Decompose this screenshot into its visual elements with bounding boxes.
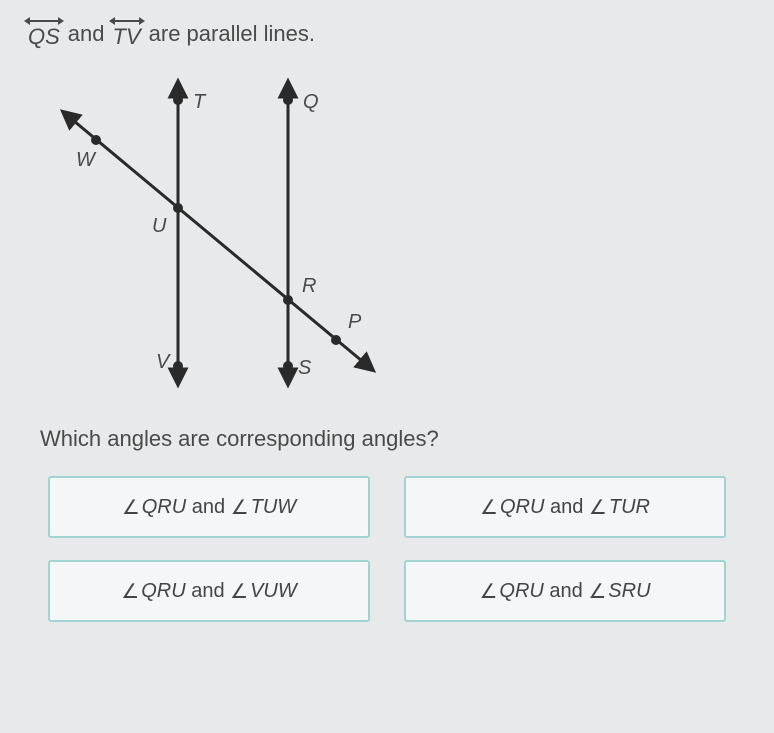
option-3[interactable]: ∠QRU and ∠VUW [48,560,370,622]
option-2[interactable]: ∠QRU and ∠TUR [404,476,726,538]
option-label: QRU [499,580,543,603]
angle-icon: ∠ [479,579,497,604]
prompt-rest: are parallel lines. [149,21,315,47]
prompt-text: QS and TV are parallel lines. [28,18,746,50]
option-label: TUR [609,496,650,519]
option-label: QRU [142,496,186,519]
option-label: QRU [141,580,185,603]
option-label: QRU [500,496,544,519]
line-tv-symbol: TV [113,18,141,50]
question-text: Which angles are corresponding angles? [40,426,746,452]
angle-icon: ∠ [480,495,498,520]
option-label: VUW [250,580,297,603]
svg-text:P: P [348,311,362,333]
answer-options: ∠QRU and ∠TUW ∠QRU and ∠TUR ∠QRU and ∠VU… [28,476,746,622]
svg-text:W: W [76,149,97,171]
prompt-and: and [68,21,105,47]
geometry-diagram: T Q W U R P V S [48,68,408,408]
angle-icon: ∠ [122,495,140,520]
svg-text:Q: Q [303,91,319,113]
angle-icon: ∠ [231,495,249,520]
angle-icon: ∠ [230,579,248,604]
svg-text:R: R [302,275,316,297]
svg-text:T: T [193,91,207,113]
option-4[interactable]: ∠QRU and ∠SRU [404,560,726,622]
option-1[interactable]: ∠QRU and ∠TUW [48,476,370,538]
option-label: SRU [608,580,650,603]
angle-icon: ∠ [121,579,139,604]
svg-text:S: S [298,357,312,379]
line-qs-symbol: QS [28,18,60,50]
angle-icon: ∠ [589,495,607,520]
angle-icon: ∠ [588,579,606,604]
option-label: TUW [251,496,297,519]
svg-text:U: U [152,215,167,237]
svg-text:V: V [156,351,171,373]
